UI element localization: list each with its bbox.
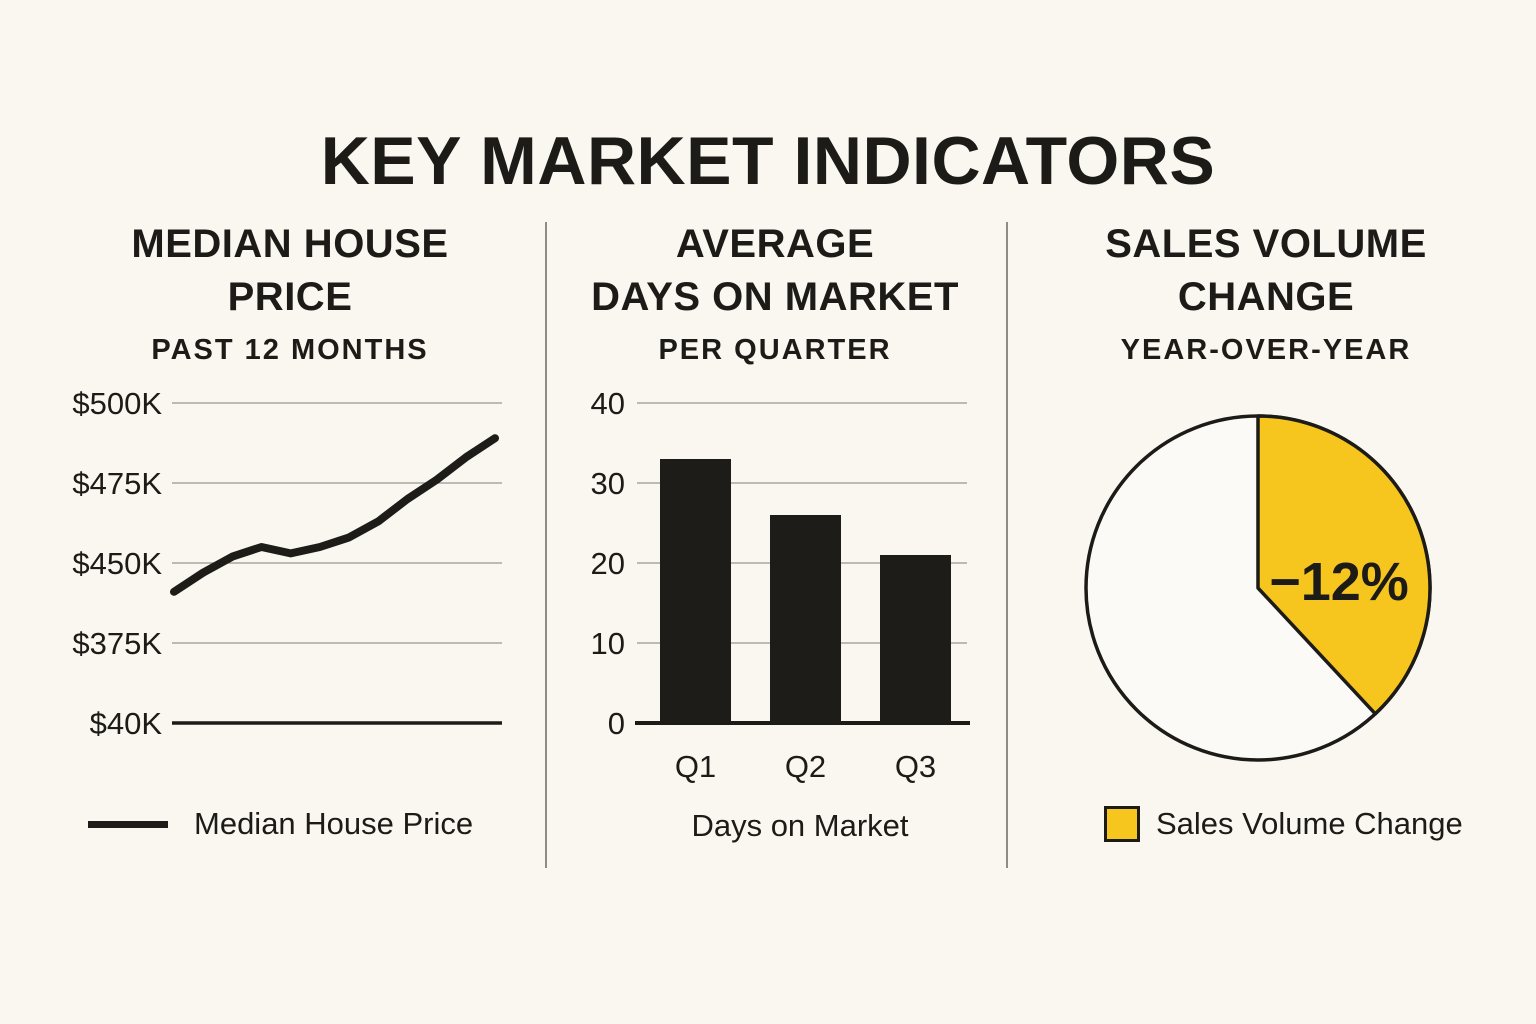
pie-highlight-slice	[1256, 414, 1432, 716]
page-title: KEY MARKET INDICATORS	[320, 122, 1216, 199]
y-tick-label: $450K	[72, 546, 162, 581]
median-price-title-line2: PRICE	[227, 275, 353, 319]
sales-volume-title-line1: SALES VOLUME	[1105, 222, 1427, 266]
bar-q3	[880, 555, 951, 723]
y-tick-label: 20	[591, 546, 625, 581]
bar-q1	[660, 459, 731, 723]
sales-volume-legend: Sales Volume Change	[1104, 806, 1463, 842]
pie-series-swatch	[1104, 806, 1140, 842]
line-series-swatch	[88, 820, 168, 828]
median-price-line-series	[170, 434, 499, 596]
median-price-title-line1: MEDIAN HOUSE	[131, 222, 449, 266]
median-price-legend: Median House Price	[88, 806, 473, 842]
y-tick-label: 30	[591, 466, 625, 501]
median-house-price-line-chart: $500K $475K $450K $375K $40K	[72, 386, 502, 741]
median-price-legend-label: Median House Price	[194, 806, 474, 841]
pie-slice-value-label: −12%	[1269, 552, 1409, 612]
sales-volume-title: SALES VOLUME CHANGE	[1026, 218, 1506, 324]
x-tick-label: Q3	[895, 749, 936, 784]
y-tick-label: $40K	[90, 706, 163, 741]
sales-volume-title-line2: CHANGE	[1177, 275, 1355, 319]
days-on-market-axis-caption: Days on Market	[691, 808, 909, 843]
average-days-on-market-bar-chart: 40 30 20 10 0 Q1 Q2 Q3	[591, 386, 970, 784]
sales-volume-legend-label: Sales Volume Change	[1156, 806, 1463, 841]
days-on-market-title: AVERAGE DAYS ON MARKET	[555, 218, 995, 324]
panel-divider-right	[1006, 222, 1008, 868]
x-tick-label: Q2	[785, 749, 826, 784]
days-on-market-title-line2: DAYS ON MARKET	[591, 275, 959, 319]
x-tick-label: Q1	[675, 749, 716, 784]
y-tick-label: 10	[591, 626, 625, 661]
days-on-market-title-line1: AVERAGE	[675, 222, 875, 266]
median-price-title: MEDIAN HOUSE PRICE	[55, 218, 525, 324]
y-tick-label: $475K	[72, 466, 162, 501]
y-tick-label: $500K	[72, 386, 162, 421]
panel-divider-left	[545, 222, 547, 868]
y-tick-label: 0	[608, 706, 625, 741]
sales-volume-subtitle: YEAR-OVER-YEAR	[1120, 334, 1412, 366]
y-tick-label: $375K	[72, 626, 162, 661]
sales-volume-change-pie-chart: −12%	[1084, 414, 1432, 762]
bar-q2	[770, 515, 841, 723]
median-price-subtitle: PAST 12 MONTHS	[151, 334, 429, 366]
days-on-market-subtitle: PER QUARTER	[658, 334, 892, 366]
y-tick-label: 40	[591, 386, 625, 421]
